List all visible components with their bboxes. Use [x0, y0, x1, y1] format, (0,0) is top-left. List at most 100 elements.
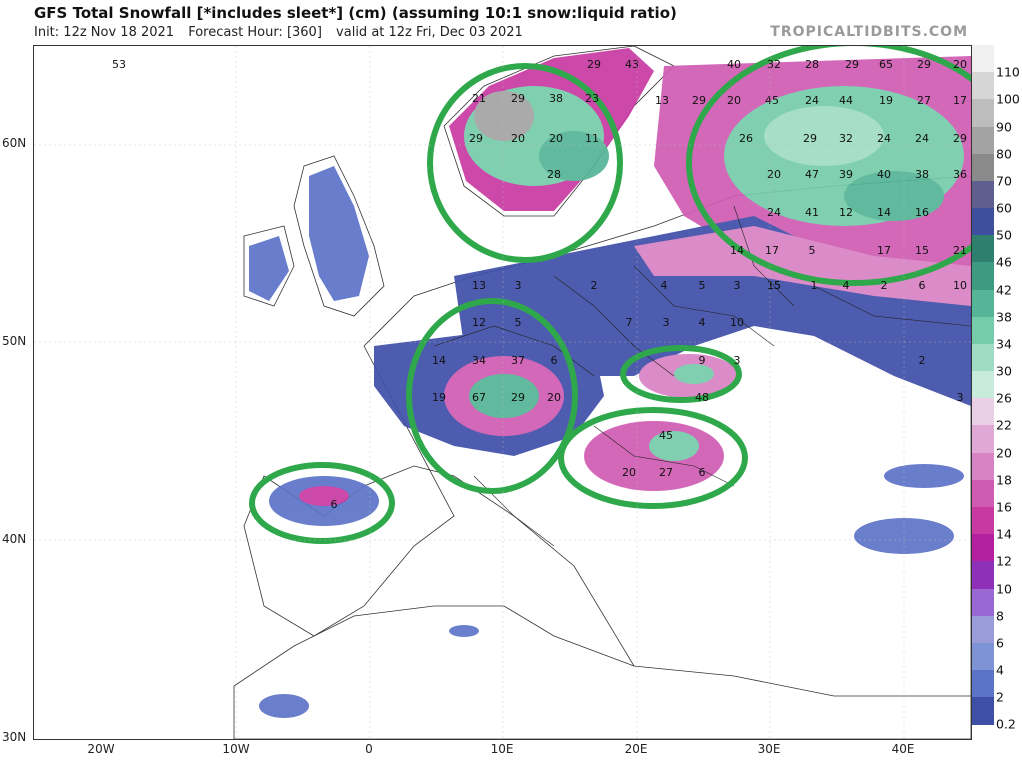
colorbar-swatch — [972, 316, 994, 345]
colorbar-label: 46 — [996, 254, 1012, 270]
lon-label-0: 0 — [365, 742, 373, 756]
map-title: GFS Total Snowfall [*includes sleet*] (c… — [34, 4, 677, 22]
snow-value-label: 29 — [845, 58, 859, 71]
colorbar-label: 42 — [996, 282, 1012, 298]
snow-value-label: 19 — [879, 94, 893, 107]
snow-value-label: 15 — [915, 244, 929, 257]
colorbar-label: 18 — [996, 472, 1012, 488]
colorbar-swatch — [972, 670, 994, 698]
snow-value-label: 67 — [472, 391, 486, 404]
colorbar-label: 90 — [996, 119, 1012, 135]
colorbar-swatch — [972, 479, 994, 508]
lon-label-40e: 40E — [891, 742, 915, 756]
snow-value-label: 27 — [659, 466, 673, 479]
borders — [433, 205, 971, 547]
snow-value-label: 1 — [811, 279, 818, 292]
lon-label-10w: 10W — [222, 742, 250, 756]
colorbar-swatch — [972, 235, 994, 263]
snow-value-label: 3 — [734, 354, 741, 367]
highlight-russia — [686, 46, 971, 286]
colorbar-swatch — [972, 398, 994, 426]
lat-label-60n: 60N — [2, 136, 27, 150]
snow-value-label: 15 — [767, 279, 781, 292]
snow-value-label: 6 — [331, 498, 338, 511]
snow-value-label: 21 — [953, 244, 967, 257]
snow-value-label: 3 — [663, 316, 670, 329]
snow-value-label: 40 — [877, 168, 891, 181]
snow-value-label: 20 — [953, 58, 967, 71]
highlight-carpathians — [620, 345, 742, 403]
lon-label-20e: 20E — [624, 742, 648, 756]
snow-value-label: 24 — [767, 206, 781, 219]
snow-value-label: 14 — [877, 206, 891, 219]
snow-value-label: 4 — [843, 279, 850, 292]
snow-value-label: 15 — [767, 279, 781, 292]
snow-value-label: 37 — [511, 354, 525, 367]
colorbar-swatch — [972, 208, 994, 236]
colorbar-swatch — [972, 343, 994, 372]
snow-value-label: 29 — [587, 58, 601, 71]
lat-label-50n: 50N — [2, 334, 27, 348]
colorbar-swatch — [972, 262, 994, 291]
snow-value-label: 45 — [659, 429, 673, 442]
snow-value-label: 27 — [917, 94, 931, 107]
lat-label-40n: 40N — [2, 532, 27, 546]
colorbar-swatch — [972, 588, 994, 617]
snow-value-label: 10 — [730, 316, 744, 329]
colorbar-swatch — [972, 642, 994, 671]
colorbar-label: 0.2 — [996, 716, 1016, 732]
snow-value-label: 14 — [730, 244, 744, 257]
colorbar-label: 4 — [996, 662, 1004, 678]
snow-value-label: 45 — [765, 94, 779, 107]
map-subtitle: Init: 12z Nov 18 2021 Forecast Hour: [36… — [34, 25, 533, 40]
snow-value-label: 29 — [469, 132, 483, 145]
lat-label-30n: 30N — [2, 730, 27, 744]
lon-label-20w: 20W — [87, 742, 115, 756]
snow-value-label: 24 — [805, 94, 819, 107]
init-time: Init: 12z Nov 18 2021 — [34, 25, 175, 40]
snow-value-label: 6 — [551, 354, 558, 367]
highlight-balkans — [558, 407, 748, 509]
snow-value-label: 24 — [877, 132, 891, 145]
map-area: 53 29 43 21 29 38 23 29 20 20 11 28 40 32 28 29 65 29 20 13… — [33, 45, 972, 740]
snow-value-label: 20 — [511, 132, 525, 145]
colorbar-label: 22 — [996, 417, 1012, 433]
snow-value-label: 34 — [472, 354, 486, 367]
snow-value-label: 12 — [472, 316, 486, 329]
colorbar-label: 6 — [996, 635, 1004, 651]
colorbar-label: 30 — [996, 363, 1012, 379]
snow-value-label: 29 — [917, 58, 931, 71]
gridlines — [34, 46, 971, 739]
colorbar-label: 2 — [996, 689, 1004, 705]
forecast-hour: Forecast Hour: [360] — [188, 25, 322, 40]
highlight-spain — [249, 462, 395, 544]
snow-value-label: 2 — [919, 354, 926, 367]
snow-value-label: 23 — [585, 92, 599, 105]
snow-value-label: 4 — [699, 316, 706, 329]
snowfall-shading — [249, 48, 971, 718]
snow-value-label: 29 — [511, 391, 525, 404]
colorbar-label: 38 — [996, 309, 1012, 325]
snow-value-label: 28 — [547, 168, 561, 181]
snow-value-label: 6 — [919, 279, 926, 292]
colorbar-swatch — [972, 561, 994, 590]
colorbar-label: 50 — [996, 227, 1012, 243]
snow-value-label: 14 — [432, 354, 446, 367]
colorbar-swatch — [972, 45, 994, 73]
snow-value-label: 29 — [803, 132, 817, 145]
snow-value-label: 24 — [915, 132, 929, 145]
valid-time: valid at 12z Fri, Dec 03 2021 — [336, 25, 523, 40]
colorbar-swatch — [972, 126, 994, 155]
snow-value-label: 17 — [953, 94, 967, 107]
snow-value-label: 10 — [953, 279, 967, 292]
snow-value-label: 43 — [625, 58, 639, 71]
snow-value-label: 5 — [809, 244, 816, 257]
snow-value-label: 38 — [549, 92, 563, 105]
snow-value-label: 5 — [699, 279, 706, 292]
snow-value-label: 26 — [739, 132, 753, 145]
snow-value-label: 36 — [953, 168, 967, 181]
snow-value-label: 53 — [112, 58, 126, 71]
snow-value-label: 44 — [839, 94, 853, 107]
snow-value-label: 2 — [591, 279, 598, 292]
colorbar-swatch — [972, 99, 994, 128]
